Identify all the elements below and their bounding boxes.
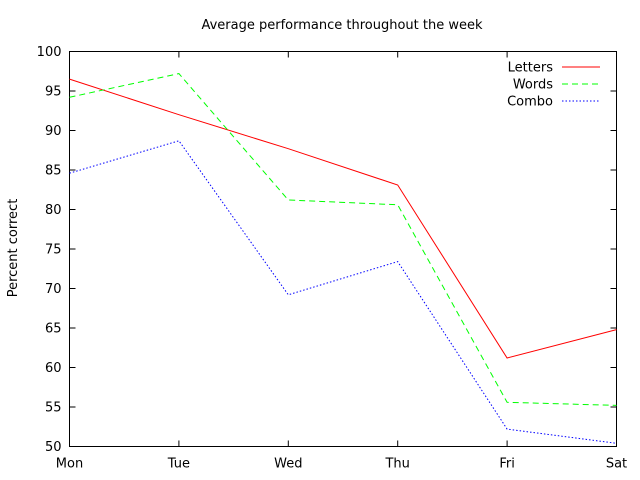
series-line-words xyxy=(69,73,617,406)
y-tick-label: 80 xyxy=(45,203,62,218)
y-tick-label: 100 xyxy=(37,45,62,60)
x-tick-label: Mon xyxy=(56,457,83,472)
series-line-letters xyxy=(69,78,617,359)
x-tick-label: Wed xyxy=(274,457,302,472)
y-tick-label: 95 xyxy=(45,85,62,100)
plot-frame xyxy=(69,51,617,447)
y-tick-label: 85 xyxy=(45,164,62,179)
y-tick-label: 60 xyxy=(45,361,62,376)
axis-ticks: 50 55 60 65 70 75 80 85 90 95 100 Mon Tue Wed Thu Fri Sa… xyxy=(37,45,627,472)
x-tick-label: Thu xyxy=(384,457,409,472)
y-tick-label: 55 xyxy=(45,401,62,416)
legend-label-combo: Combo xyxy=(507,95,553,110)
chart-title: Average performance throughout the week xyxy=(201,18,483,33)
series-line-combo xyxy=(69,140,617,444)
y-tick-label: 90 xyxy=(45,124,62,139)
x-tick-label: Fri xyxy=(499,457,515,472)
legend-label-letters: Letters xyxy=(508,61,554,76)
x-tick-label: Sat xyxy=(606,457,627,472)
series-layer xyxy=(69,73,617,444)
legend: Letters Words Combo xyxy=(507,61,600,110)
y-axis-label: Percent correct xyxy=(6,199,21,298)
legend-label-words: Words xyxy=(513,78,553,93)
y-tick-label: 50 xyxy=(45,440,62,455)
y-tick-label: 65 xyxy=(45,322,62,337)
y-tick-label: 75 xyxy=(45,243,62,258)
x-tick-label: Tue xyxy=(167,457,190,472)
y-tick-label: 70 xyxy=(45,282,62,297)
